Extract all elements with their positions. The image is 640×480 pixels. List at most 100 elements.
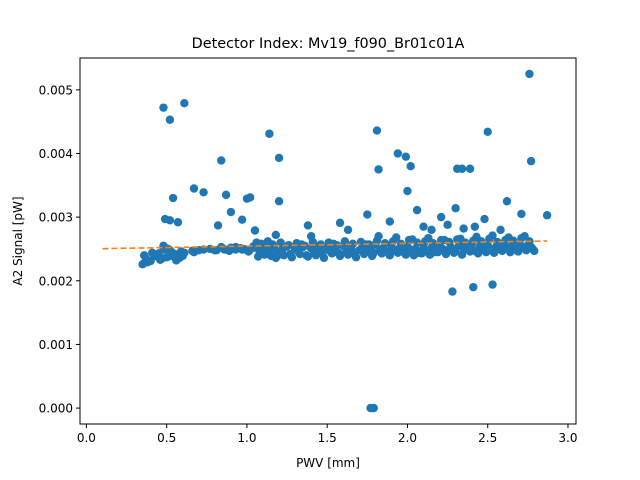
x-axis: 0.0 0.5 1.0 1.5 2.0 2.5 3.0 bbox=[77, 424, 578, 445]
scatter-point bbox=[472, 232, 481, 242]
scatter-point bbox=[372, 126, 382, 135]
axes-frame bbox=[79, 57, 577, 425]
scatter-point bbox=[335, 251, 345, 261]
x-axis-label: PWV [mm] bbox=[296, 456, 360, 470]
scatter-point bbox=[342, 247, 351, 257]
scatter-point bbox=[253, 252, 263, 261]
scatter-point bbox=[542, 211, 552, 220]
scatter-point bbox=[343, 225, 353, 235]
scatter-point bbox=[213, 221, 223, 230]
scatter-point bbox=[265, 129, 274, 138]
scatter-point bbox=[140, 251, 149, 260]
chart-title: Detector Index: Mv19_f090_Br01c01A bbox=[192, 36, 465, 52]
scatter-point bbox=[392, 233, 401, 242]
scatter-point bbox=[148, 248, 157, 257]
y-tick-label: 0.002 bbox=[39, 274, 73, 288]
scatter-point bbox=[189, 184, 199, 193]
scatter-point bbox=[457, 250, 467, 259]
x-tick-label: 2.0 bbox=[398, 431, 417, 445]
scatter-point bbox=[432, 244, 441, 254]
y-tick-label: 0.001 bbox=[39, 338, 73, 352]
scatter-point bbox=[464, 244, 473, 253]
scatter-point bbox=[469, 282, 478, 292]
scatter-point bbox=[459, 224, 468, 233]
scatter-point bbox=[443, 220, 452, 229]
scatter-point bbox=[502, 197, 512, 206]
scatter-point bbox=[525, 69, 534, 79]
scatter-point bbox=[451, 204, 460, 213]
scatter-point bbox=[199, 188, 208, 197]
scatter-point bbox=[271, 253, 281, 263]
scatter-point bbox=[403, 186, 412, 196]
scatter-point bbox=[441, 249, 451, 259]
scatter-point bbox=[160, 214, 170, 224]
scatter-point bbox=[416, 246, 425, 256]
scatter-point bbox=[512, 244, 521, 254]
scatter-point bbox=[250, 226, 260, 235]
scatter-point bbox=[408, 235, 417, 244]
scatter-point bbox=[436, 212, 446, 222]
scatter-point bbox=[319, 253, 329, 263]
scatter-point bbox=[505, 247, 515, 257]
scatter-point bbox=[517, 209, 526, 219]
x-tick-label: 2.5 bbox=[478, 431, 497, 445]
scatter-point bbox=[419, 222, 428, 231]
scatter-point bbox=[363, 210, 372, 219]
plot-area bbox=[102, 69, 552, 413]
scatter-point bbox=[351, 253, 361, 262]
y-tick-label: 0.003 bbox=[39, 211, 73, 225]
scatter-point bbox=[470, 222, 480, 231]
scatter-point bbox=[367, 251, 377, 261]
scatter-point bbox=[165, 115, 175, 124]
y-tick-label: 0.005 bbox=[39, 83, 73, 97]
scatter-point bbox=[245, 193, 255, 202]
scatter-point bbox=[496, 225, 505, 235]
scatter-point bbox=[274, 197, 284, 206]
fit-line bbox=[102, 240, 548, 250]
scatter-point bbox=[385, 217, 394, 226]
y-axis-label: A2 Signal [pW] bbox=[11, 196, 25, 285]
scatter-point bbox=[409, 251, 419, 260]
scatter-point bbox=[237, 245, 247, 254]
scatter-point bbox=[271, 230, 281, 240]
scatter-point bbox=[329, 239, 338, 249]
scatter-point bbox=[180, 248, 189, 257]
scatter-point bbox=[448, 287, 457, 296]
scatter-point bbox=[412, 205, 422, 215]
scatter-point bbox=[374, 165, 383, 174]
scatter-point bbox=[231, 242, 240, 252]
scatter-point bbox=[146, 256, 155, 266]
scatter-point bbox=[496, 243, 505, 252]
scatter-point bbox=[159, 103, 168, 112]
scatter-point bbox=[382, 247, 391, 256]
scatter-point bbox=[172, 256, 181, 265]
scatter-point bbox=[504, 233, 513, 242]
scatter-point bbox=[358, 246, 367, 255]
scatter-point bbox=[335, 218, 345, 228]
scatter-point bbox=[168, 193, 178, 203]
scatter-point bbox=[398, 245, 407, 254]
scatter-point bbox=[294, 247, 303, 256]
scatter-point bbox=[483, 127, 492, 137]
scatter-point bbox=[225, 246, 234, 256]
scatter-point bbox=[520, 232, 529, 241]
scatter-point bbox=[326, 246, 335, 256]
scatter-point bbox=[173, 218, 183, 227]
x-tick-label: 0.0 bbox=[77, 431, 96, 445]
scatter-point bbox=[427, 225, 436, 235]
scatter-point bbox=[473, 249, 483, 258]
scatter-point bbox=[249, 242, 258, 251]
scatter-point bbox=[221, 190, 231, 200]
x-tick-label: 0.5 bbox=[157, 431, 176, 445]
scatter-point bbox=[303, 252, 313, 261]
scatter-point bbox=[274, 153, 284, 163]
scatter-point bbox=[303, 221, 313, 230]
scatter-point bbox=[456, 234, 465, 243]
scatter-point bbox=[453, 164, 462, 173]
scatter-point bbox=[278, 249, 287, 258]
x-tick-label: 3.0 bbox=[558, 431, 577, 445]
x-tick-label: 1.0 bbox=[237, 431, 256, 445]
scatter-point bbox=[217, 156, 226, 165]
